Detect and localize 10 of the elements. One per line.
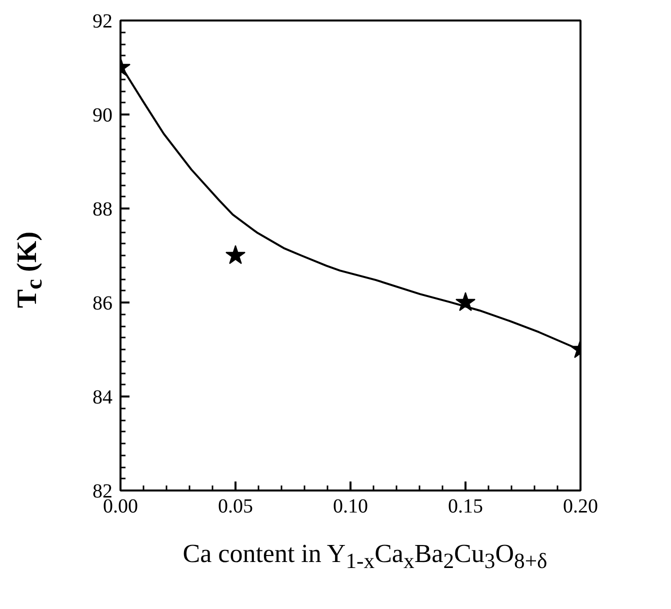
y-tick-label: 88 — [92, 198, 112, 220]
text: Ca content in Y$_{1-x}$Ca$_{x}$Ba$_{2}$Cu$_{3}$O$_{8+δ}$ — [182, 539, 548, 574]
x-tick-label: 0.15 — [448, 496, 483, 518]
x-tick-label: 0.20 — [563, 496, 598, 518]
y-tick-label: 92 — [92, 10, 112, 32]
y-tick-label: 86 — [92, 292, 112, 314]
y-tick-label: 90 — [92, 104, 112, 126]
y-tick-label: 84 — [92, 386, 112, 408]
x-tick-label: 0.10 — [333, 496, 368, 518]
x-tick-label: 0.05 — [218, 496, 253, 518]
